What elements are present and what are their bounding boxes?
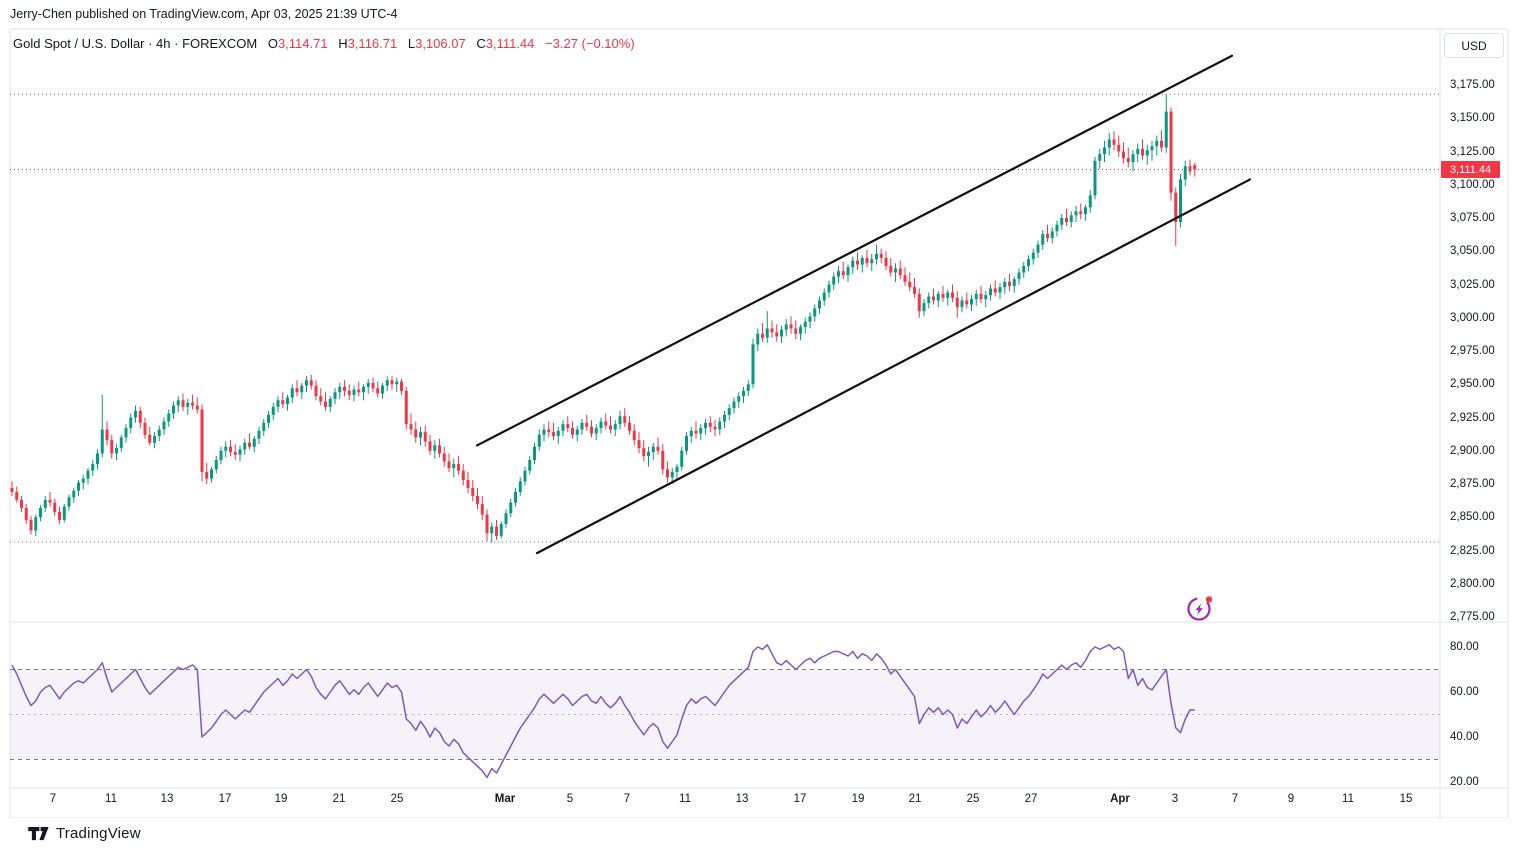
candles-series: [10, 94, 1197, 543]
time-tick-label: 19: [851, 793, 865, 805]
price-tick-label: 3,025.00: [1450, 278, 1495, 291]
open-label: O: [267, 36, 278, 51]
high-value: 3,116.71: [347, 36, 398, 51]
time-tick-label: 11: [1342, 793, 1354, 805]
price-tick-label: 3,050.00: [1450, 245, 1495, 258]
time-tick-label: 13: [735, 793, 749, 805]
time-tick-label: 7: [623, 793, 631, 805]
time-tick-label: 11: [105, 793, 117, 805]
price-tick-label: 3,100.00: [1450, 178, 1495, 191]
low-label: L: [407, 36, 416, 51]
price-tick-label: 2,800.00: [1450, 577, 1495, 590]
time-tick-label: 11: [679, 793, 691, 805]
time-tick-label: 15: [1399, 793, 1413, 805]
symbol-title: Gold Spot / U.S. Dollar · 4h · FOREXCOM: [13, 36, 258, 51]
price-tick-label: 2,950.00: [1450, 378, 1495, 391]
notification-dot: [1205, 596, 1213, 603]
price-tick-label: 2,775.00: [1450, 611, 1495, 623]
price-tick-label: 3,075.00: [1450, 212, 1495, 224]
brand-text[interactable]: TradingView: [56, 825, 141, 842]
time-tick-label: 13: [160, 793, 174, 805]
time-tick-label: 25: [390, 793, 404, 805]
tradingview-logo-icon[interactable]: [28, 826, 49, 841]
time-tick-label: 9: [1287, 793, 1295, 805]
time-tick-label: 25: [966, 793, 980, 805]
footer-bar: TradingView: [0, 818, 1518, 849]
price-tick-label: 3,125.00: [1450, 145, 1495, 158]
time-month-label: Mar: [494, 793, 516, 805]
rsi-pane: [10, 669, 1440, 760]
price-tick-label: 3,175.00: [1450, 79, 1495, 91]
time-tick-label: 5: [566, 793, 574, 805]
time-tick-label: 7: [49, 793, 57, 805]
price-tick-label: 2,900.00: [1450, 444, 1495, 457]
open-value: 3,114.71: [277, 36, 328, 51]
price-tick-label: 2,850.00: [1450, 511, 1495, 524]
price-tick-label: 2,825.00: [1450, 544, 1495, 557]
rsi-tick-label: 80.00: [1450, 641, 1479, 653]
time-tick-label: 3: [1171, 793, 1179, 805]
time-tick-label: 19: [274, 793, 288, 805]
time-tick-label: 17: [793, 793, 807, 805]
high-label: H: [338, 36, 348, 51]
price-tick-label: 2,975.00: [1450, 345, 1495, 357]
price-tick-label: 2,925.00: [1450, 411, 1495, 424]
time-tick-label: 27: [1024, 793, 1038, 805]
price-tick-label: 3,150.00: [1450, 112, 1495, 125]
last-price-badge: 3,111.44: [1441, 161, 1500, 178]
low-value: 3,106.07: [415, 36, 466, 51]
price-tick-label: 2,875.00: [1450, 478, 1495, 490]
rsi-tick-label: 40.00: [1450, 731, 1479, 743]
symbol-legend[interactable]: Gold Spot / U.S. Dollar · 4h · FOREXCOM …: [13, 36, 635, 51]
price-tick-label: 3,000.00: [1450, 311, 1495, 324]
flash-reaction-icon[interactable]: [1185, 593, 1215, 623]
rsi-tick-label: 20.00: [1450, 776, 1479, 788]
close-label: C: [476, 36, 486, 51]
change-value: −3.27 (−0.10%): [545, 36, 635, 51]
parallel-channel[interactable]: [475, 54, 1252, 555]
time-tick-label: 21: [908, 793, 922, 805]
rsi-tick-label: 60.00: [1450, 686, 1479, 698]
lightning-bolt-icon: [1195, 603, 1203, 615]
time-tick-label: 17: [218, 793, 232, 805]
currency-unit-button[interactable]: USD: [1444, 33, 1504, 58]
time-tick-label: 21: [332, 793, 346, 805]
time-tick-label: 7: [1231, 793, 1239, 805]
close-value: 3,111.44: [485, 36, 535, 51]
time-month-label: Apr: [1110, 793, 1130, 805]
publisher-line: Jerry-Chen published on TradingView.com,…: [10, 7, 398, 21]
rsi-line: [11, 644, 1195, 779]
